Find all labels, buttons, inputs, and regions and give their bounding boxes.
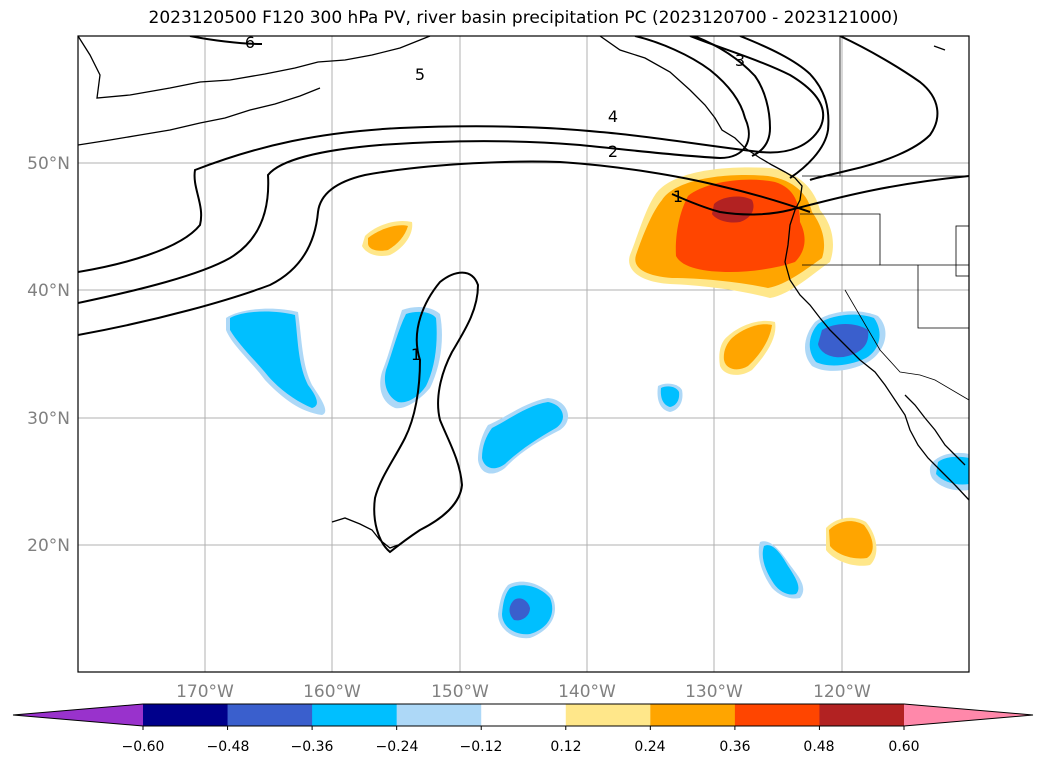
latitude-labels: 50°N 40°N 30°N 20°N: [27, 154, 70, 556]
negative-region-central-pacific: [384, 311, 437, 403]
colorbar-segment: [396, 704, 482, 726]
colorbar-tick-label: 0.60: [888, 739, 919, 755]
lat-label: 20°N: [27, 536, 70, 556]
colorbar-segment: [819, 704, 905, 726]
pv-contour-labels: 6 5 4 3 2 1 1: [245, 33, 745, 364]
contour-label: 3: [735, 51, 745, 70]
lon-label: 140°W: [558, 682, 616, 702]
colorbar-segment: [650, 704, 736, 726]
negative-anomaly-shading: [226, 306, 969, 639]
colorbar-segment: [143, 704, 229, 726]
lon-label: 170°W: [176, 682, 234, 702]
lon-label: 160°W: [303, 682, 361, 702]
coastlines: [78, 36, 969, 549]
colorbar-segment: [481, 704, 567, 726]
lat-label: 30°N: [27, 409, 70, 429]
longitude-labels: 170°W 160°W 150°W 140°W 130°W 120°W: [176, 682, 871, 702]
colorbar-tick-label: 0.12: [550, 739, 581, 755]
contour-label: 1: [673, 187, 683, 206]
colorbar: [12, 703, 1034, 730]
colorbar-tick-label: −0.36: [291, 739, 334, 755]
negative-region-california: [818, 324, 869, 358]
map-frame: [77, 35, 970, 673]
lon-label: 120°W: [813, 682, 871, 702]
lat-label: 50°N: [27, 154, 70, 174]
contour-label: 6: [245, 33, 255, 52]
positive-region-north-pacific: [368, 225, 408, 251]
lon-label: 150°W: [431, 682, 489, 702]
negative-region-mexico: [936, 456, 969, 485]
negative-region-subtropical: [482, 402, 563, 469]
negative-region-hawaii-south: [762, 545, 799, 595]
negative-region-small: [660, 386, 680, 407]
lat-label: 40°N: [27, 281, 70, 301]
colorbar-extend-max: [904, 704, 1033, 726]
colorbar-tick-label: −0.24: [376, 739, 419, 755]
colorbar-segment: [565, 704, 651, 726]
colorbar-segment: [734, 704, 820, 726]
map-title: 2023120500 F120 300 hPa PV, river basin …: [148, 8, 899, 28]
positive-region-pacific-northwest: [712, 196, 754, 223]
contour-label: 4: [608, 107, 618, 126]
colorbar-extend-min: [13, 704, 143, 726]
colorbar-tick-label: 0.36: [719, 739, 750, 755]
contour-label: 2: [608, 142, 618, 161]
colorbar-tick-label: −0.60: [122, 739, 165, 755]
colorbar-segment: [227, 704, 313, 726]
lon-label: 130°W: [685, 682, 743, 702]
positive-region-mexico: [829, 521, 873, 559]
positive-region-pacific-northwest: [675, 179, 805, 272]
colorbar-tick-label: −0.12: [460, 739, 503, 755]
contour-label: 1: [411, 345, 421, 364]
colorbar-tick-label: 0.48: [803, 739, 834, 755]
colorbar-tick-labels: −0.60 −0.48 −0.36 −0.24 −0.12 0.12 0.24 …: [122, 739, 920, 755]
colorbar-tick-label: −0.48: [207, 739, 250, 755]
contour-label: 5: [415, 65, 425, 84]
colorbar-tick-label: 0.24: [634, 739, 665, 755]
positive-anomaly-shading: [362, 167, 877, 566]
positive-region-baja: [723, 324, 772, 370]
pv-contours: [78, 36, 969, 554]
map-area: 6 5 4 3 2 1 1: [78, 33, 969, 672]
colorbar-segment: [312, 704, 398, 726]
political-borders: [800, 36, 969, 401]
negative-region-tropical: [509, 598, 530, 621]
negative-region-central-pacific: [230, 311, 317, 408]
